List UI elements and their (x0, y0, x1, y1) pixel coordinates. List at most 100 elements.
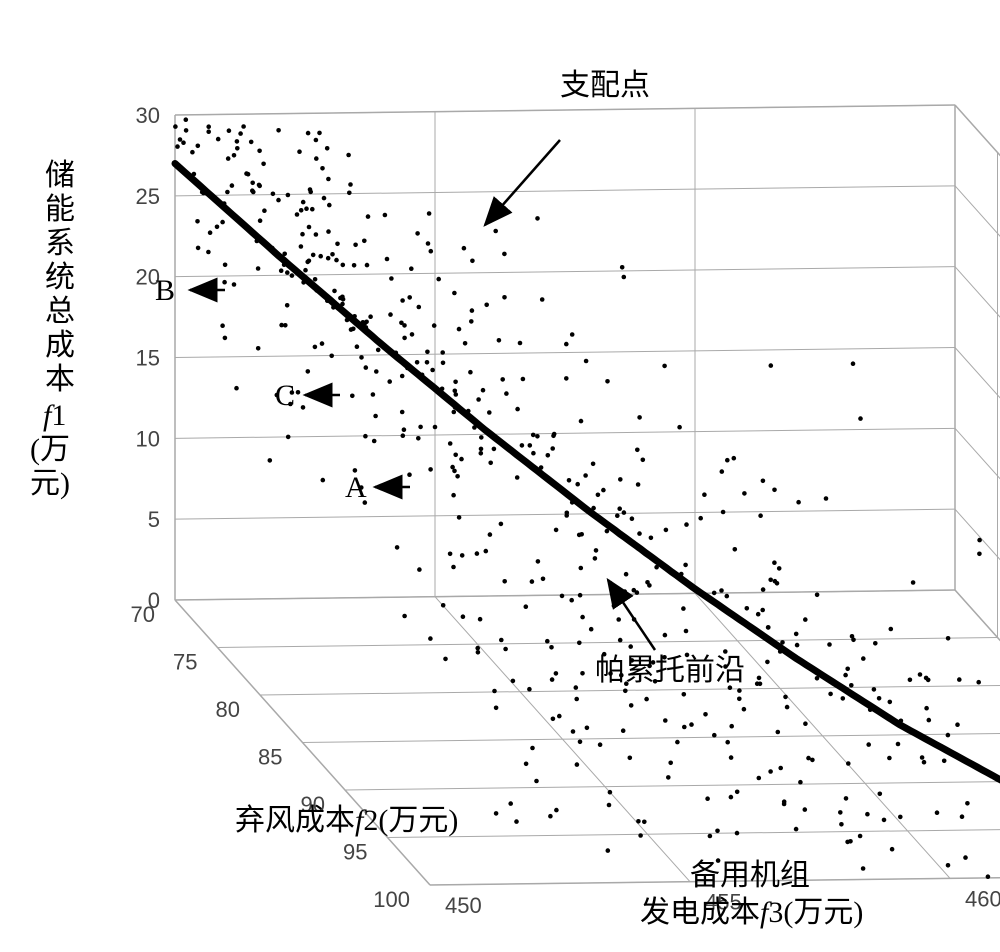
scatter-point (271, 192, 276, 197)
scatter-point (733, 547, 738, 552)
scatter-point (475, 646, 480, 651)
scatter-point (618, 477, 623, 482)
scatter-point (304, 206, 309, 211)
scatter-point (721, 510, 726, 515)
scatter-point (387, 379, 392, 384)
scatter-point (350, 394, 355, 399)
scatter-point (621, 728, 626, 733)
scatter-point (662, 364, 667, 369)
scatter-point (400, 374, 405, 379)
scatter-point (635, 448, 640, 453)
scatter-point (539, 465, 544, 470)
scatter-point (443, 657, 448, 662)
scatter-point (636, 819, 641, 824)
scatter-point (866, 742, 871, 747)
scatter-point (279, 268, 284, 273)
scatter-point (712, 591, 717, 596)
scatter-point (261, 162, 266, 167)
scatter-point (405, 366, 410, 371)
scatter-point (452, 291, 457, 296)
scatter-point (432, 323, 437, 328)
y-tick: 75 (173, 650, 197, 675)
scatter-point (579, 532, 584, 537)
scatter-point (628, 644, 633, 649)
scatter-point (946, 863, 951, 868)
z-axis-title-char: 统 (45, 261, 75, 294)
scatter-point (965, 801, 970, 806)
scatter-point (222, 280, 227, 285)
scatter-point (957, 677, 962, 682)
scatter-point (463, 341, 468, 346)
scatter-point (320, 341, 325, 346)
scatter-point (206, 129, 211, 134)
scatter-point (637, 415, 642, 420)
scatter-point (453, 405, 458, 410)
z-tick: 15 (136, 346, 160, 371)
scatter-point (890, 847, 895, 852)
scatter-point (394, 351, 399, 356)
z-axis-title-char: 总 (45, 295, 75, 328)
scatter-point (528, 443, 533, 448)
scatter-point (332, 289, 337, 294)
scatter-point (977, 552, 982, 557)
scatter-point (256, 266, 261, 271)
scatter-point (574, 697, 579, 702)
x-axis-title-line2: 发电成本f3(万元) (640, 896, 863, 929)
scatter-point (331, 305, 336, 310)
scatter-point (453, 453, 458, 458)
scatter-point (828, 692, 833, 697)
scatter-point (470, 259, 475, 264)
scatter-point (550, 677, 555, 682)
scatter-point (372, 439, 377, 444)
scatter-point (451, 493, 456, 498)
scatter-point (241, 124, 246, 129)
scatter-point (889, 627, 894, 632)
scatter-point (554, 528, 559, 533)
scatter-point (325, 298, 330, 303)
pareto-3d-chart: 051015202530707580859095100450455460465 … (0, 0, 1000, 952)
scatter-point (514, 819, 519, 824)
scatter-point (918, 672, 923, 677)
z-axis-title-unit: (万 (30, 433, 70, 466)
scatter-point (352, 263, 357, 268)
scatter-point (778, 649, 783, 654)
y-axis-title: 弃风成本f2(万元) (235, 804, 458, 837)
scatter-point (499, 638, 504, 643)
scatter-points (173, 117, 1000, 879)
scatter-point (524, 604, 529, 609)
scatter-point (330, 252, 335, 257)
scatter-point (297, 149, 302, 154)
scatter-point (329, 354, 334, 359)
scatter-point (851, 638, 856, 643)
scatter-point (461, 614, 466, 619)
scatter-point (453, 380, 458, 385)
scatter-point (227, 128, 232, 133)
scatter-point (469, 319, 474, 324)
scatter-point (795, 643, 800, 648)
scatter-point (878, 792, 883, 797)
scatter-point (803, 721, 808, 726)
scatter-point (262, 208, 267, 213)
scatter-point (515, 475, 520, 480)
arrow-dominated (485, 140, 560, 225)
scatter-point (737, 688, 742, 693)
scatter-point (453, 389, 458, 394)
scatter-point (508, 801, 513, 806)
scatter-point (416, 436, 421, 441)
scatter-point (638, 833, 643, 838)
scatter-point (868, 707, 873, 712)
scatter-point (920, 755, 925, 760)
scatter-point (565, 511, 570, 516)
scatter-point (584, 359, 589, 364)
pareto-front (175, 164, 1000, 871)
scatter-point (326, 229, 331, 234)
scatter-point (569, 598, 574, 603)
scatter-point (737, 697, 742, 702)
z-axis-title-char: 能 (45, 193, 75, 226)
scatter-point (295, 212, 300, 217)
scatter-point (220, 323, 225, 328)
scatter-point (497, 338, 502, 343)
annotation-pareto: 帕累托前沿 (595, 654, 745, 687)
scatter-point (575, 482, 580, 487)
scatter-point (317, 131, 322, 136)
